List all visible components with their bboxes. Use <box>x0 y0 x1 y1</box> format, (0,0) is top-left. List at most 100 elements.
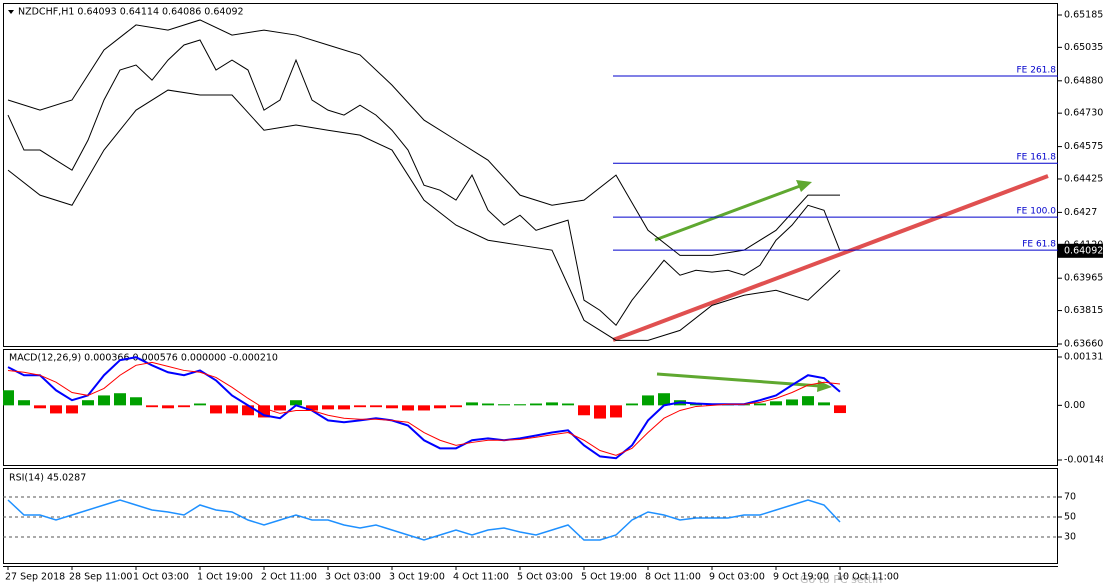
series-line <box>7 39 841 327</box>
histogram-bar <box>242 405 254 416</box>
x-tick-label: 4 Oct 11:00 <box>453 572 509 583</box>
watermark: Go to PC settin <box>800 573 882 586</box>
y-tick-label: 0.64880 <box>1064 75 1103 86</box>
histogram-bar <box>530 403 542 406</box>
histogram-bar <box>338 405 350 410</box>
symbol-header: NZDCHF,H1 0.64093 0.64114 0.64086 0.6409… <box>18 7 244 18</box>
histogram-bar <box>354 405 366 408</box>
y-tick-label: 0.65185 <box>1064 10 1103 21</box>
x-tick-label: 3 Oct 19:00 <box>389 572 445 583</box>
menu-arrow <box>8 10 14 14</box>
histogram-bar <box>386 405 398 409</box>
histogram-bar <box>370 405 382 408</box>
histogram-bar <box>130 397 142 406</box>
y-tick-label: 30 <box>1064 532 1076 543</box>
x-tick-label: 5 Oct 19:00 <box>581 572 637 583</box>
x-tick-label: 3 Oct 03:00 <box>325 572 381 583</box>
fib-label: FE 261.8 <box>1017 66 1057 76</box>
histogram-bar <box>754 403 766 406</box>
histogram-bar <box>18 400 30 406</box>
x-tick-label: 28 Sep 11:00 <box>69 572 132 583</box>
series-line <box>7 19 840 256</box>
histogram-bar <box>786 399 798 406</box>
histogram-bar <box>34 405 46 409</box>
y-tick-label: 0.63660 <box>1064 339 1103 350</box>
fib-label: FE 161.8 <box>1017 153 1057 163</box>
histogram-bar <box>802 396 814 406</box>
histogram-bar <box>162 405 174 409</box>
histogram-bar <box>434 405 446 409</box>
fib-label: FE 61.8 <box>1022 240 1056 250</box>
y-tick-label: 50 <box>1064 512 1076 523</box>
rsi-title: RSI(14) 45.0287 <box>9 473 86 484</box>
y-tick-label: 0.6427 <box>1064 207 1097 218</box>
plot-area <box>3 356 846 460</box>
x-tick-label: 2 Oct 11:00 <box>261 572 317 583</box>
plot-area <box>3 496 1058 541</box>
histogram-bar <box>146 405 158 408</box>
arrow-head <box>796 180 812 192</box>
histogram-bar <box>178 405 190 408</box>
histogram-bar <box>306 405 318 411</box>
macd-title: MACD(12,26,9) 0.000366 0.000576 0.000000… <box>9 353 278 364</box>
divergence-arrow <box>654 184 801 242</box>
macd-panel <box>3 349 1058 466</box>
histogram-bar <box>418 405 430 411</box>
histogram-bar <box>402 405 414 411</box>
series-line <box>7 89 841 341</box>
histogram-bar <box>290 400 302 406</box>
y-tick-label: 0.63965 <box>1064 273 1103 284</box>
histogram-bar <box>642 395 654 406</box>
histogram-bar <box>546 402 558 406</box>
histogram-bar <box>3 390 14 406</box>
rsi-panel <box>3 468 1058 564</box>
histogram-bar <box>834 405 846 414</box>
x-tick-label: 1 Oct 19:00 <box>197 572 253 583</box>
last-price-box <box>1058 243 1103 258</box>
histogram-bar <box>450 405 462 408</box>
series-line <box>7 361 841 456</box>
x-tick-label: 9 Oct 19:00 <box>773 572 829 583</box>
histogram-bar <box>578 405 590 416</box>
y-tick-label: -0.001488 <box>1064 455 1103 466</box>
histogram-bar <box>226 405 238 414</box>
y-tick-label: 0.64730 <box>1064 108 1103 119</box>
histogram-bar <box>626 403 638 406</box>
histogram-bar <box>98 395 110 406</box>
histogram-bar <box>194 403 206 406</box>
histogram-bar <box>466 402 478 406</box>
x-tick-label: 5 Oct 03:00 <box>517 572 573 583</box>
x-tick-label: 8 Oct 11:00 <box>645 572 701 583</box>
histogram-bar <box>322 405 334 410</box>
histogram-bar <box>274 405 286 411</box>
y-tick-label: 0.65035 <box>1064 42 1103 53</box>
histogram-bar <box>610 405 622 418</box>
x-tick-label: 10 Oct 11:00 <box>837 572 899 583</box>
histogram-bar <box>770 401 782 406</box>
histogram-bar <box>658 393 670 406</box>
histogram-bar <box>562 403 574 406</box>
x-tick-label: 27 Sep 2018 <box>5 572 65 583</box>
x-tick-label: 9 Oct 03:00 <box>709 572 765 583</box>
y-tick-label: 0.64425 <box>1064 173 1103 184</box>
histogram-bar <box>114 393 126 406</box>
last-price-label: 0.64092 <box>1064 245 1103 256</box>
y-tick-label: 0.64575 <box>1064 141 1103 152</box>
histogram-bar <box>82 400 94 406</box>
plot-area <box>7 19 841 341</box>
y-tick-label: 0.00 <box>1064 400 1085 411</box>
x-tick-label: 1 Oct 03:00 <box>133 572 189 583</box>
series-line <box>7 499 841 541</box>
y-tick-label: 0.63815 <box>1064 305 1103 316</box>
fib-label: FE 100.0 <box>1017 207 1057 217</box>
histogram-bar <box>50 405 62 414</box>
histogram-bar <box>482 403 494 406</box>
histogram-bar <box>594 405 606 419</box>
histogram-bar <box>514 404 526 406</box>
histogram-bar <box>66 405 78 414</box>
price-panel <box>3 3 1058 347</box>
trend-line <box>612 174 1049 342</box>
histogram-bar <box>818 402 830 406</box>
